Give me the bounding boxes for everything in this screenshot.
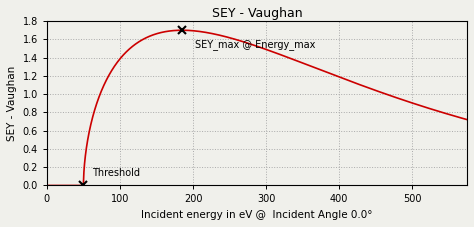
X-axis label: Incident energy in eV @  Incident Angle 0.0°: Incident energy in eV @ Incident Angle 0… [141,210,373,220]
Text: Threshold: Threshold [92,168,140,178]
Text: SEY_max @ Energy_max: SEY_max @ Energy_max [195,39,316,49]
Title: SEY - Vaughan: SEY - Vaughan [212,7,302,20]
Y-axis label: SEY - Vaughan: SEY - Vaughan [7,66,17,141]
